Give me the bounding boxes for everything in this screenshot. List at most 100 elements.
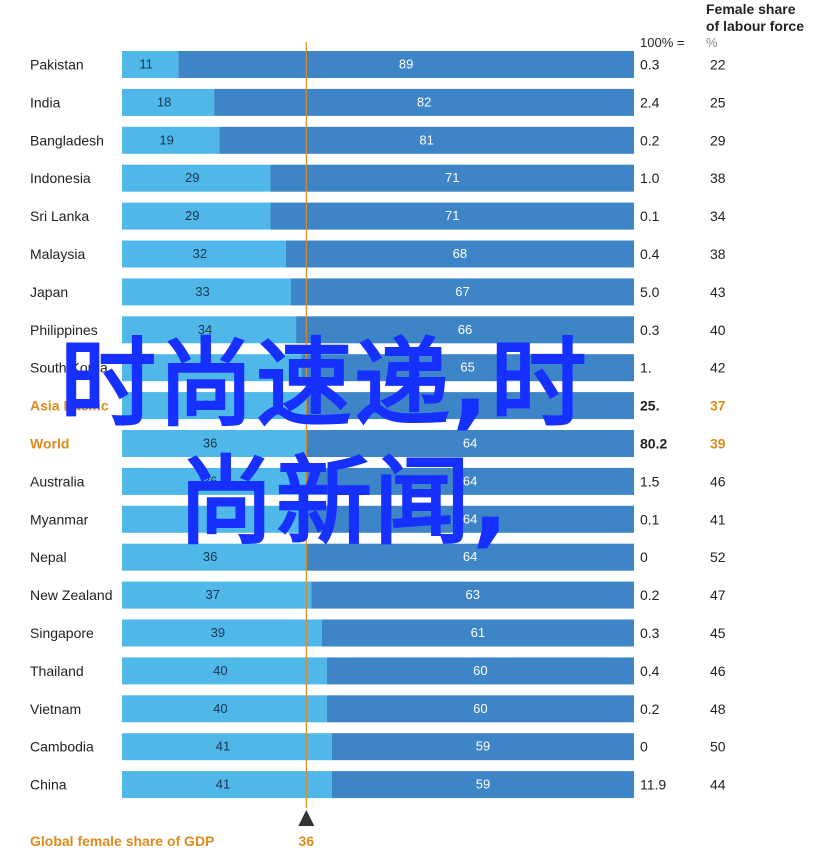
bar-value-label-series1: 41 bbox=[216, 777, 230, 792]
bar-segment-series2 bbox=[296, 316, 634, 344]
bar-value-label-series2: 64 bbox=[463, 473, 477, 488]
bar-value-label-series1: 32 bbox=[193, 246, 207, 261]
total-value: 1.0 bbox=[640, 170, 660, 186]
bar-segment-series1 bbox=[122, 278, 291, 306]
category-label: Indonesia bbox=[30, 170, 91, 186]
bar-segment-series1 bbox=[122, 164, 271, 192]
female-share-value: 46 bbox=[710, 663, 726, 679]
category-label: World bbox=[30, 436, 69, 452]
bar-segment-series2 bbox=[270, 202, 634, 230]
bar-segment-series1 bbox=[122, 695, 327, 723]
female-share-value: 29 bbox=[710, 132, 726, 148]
bar-segment-series2 bbox=[290, 278, 634, 306]
total-value: 11.9 bbox=[640, 777, 666, 793]
total-value: 0.3 bbox=[640, 625, 660, 641]
bar-value-label-series1: 41 bbox=[216, 739, 230, 754]
total-value: 0.2 bbox=[640, 132, 660, 148]
bar-value-label-series2: 59 bbox=[476, 777, 490, 792]
female-share-value: 25 bbox=[710, 94, 726, 110]
bar-segment-series1 bbox=[122, 240, 286, 268]
category-label: Asia Pacific bbox=[30, 398, 109, 414]
bar-segment-series1 bbox=[122, 505, 307, 533]
watermark-line1: 时尚速递,时 bbox=[60, 328, 589, 440]
female-share-value: 47 bbox=[710, 587, 726, 603]
total-value: 0 bbox=[640, 549, 648, 565]
bar-value-label-series2: 60 bbox=[473, 701, 487, 716]
category-label: Malaysia bbox=[30, 246, 85, 262]
total-value: 0.4 bbox=[640, 246, 660, 262]
bar-segment-series1 bbox=[122, 88, 215, 116]
category-label: New Zealand bbox=[30, 587, 113, 603]
total-value: 0.1 bbox=[640, 511, 660, 527]
bar-value-label-series2: 66 bbox=[458, 322, 472, 337]
female-share-unit: % bbox=[706, 35, 718, 50]
bar-value-label-series2: 71 bbox=[445, 208, 459, 223]
category-label: Nepal bbox=[30, 549, 67, 565]
female-share-value: 40 bbox=[710, 322, 726, 338]
total-value: 0.1 bbox=[640, 208, 660, 224]
reference-line-value: 36 bbox=[299, 833, 315, 849]
category-label: Bangladesh bbox=[30, 132, 104, 148]
bar-value-label-series2: 82 bbox=[417, 94, 431, 109]
bar-segment-series2 bbox=[301, 354, 634, 382]
bar-value-label-series2: 64 bbox=[463, 549, 477, 564]
female-share-value: 42 bbox=[710, 360, 726, 376]
bar-segment-series1 bbox=[122, 126, 220, 154]
bar-value-label-series2: 6 bbox=[467, 398, 474, 413]
bar-segment-series2 bbox=[331, 771, 634, 799]
bar-segment-series1 bbox=[122, 543, 307, 571]
bar-segment-series1 bbox=[122, 51, 179, 78]
bar-segment-series1 bbox=[122, 392, 307, 420]
female-share-value: 43 bbox=[710, 284, 726, 300]
bar-value-label-series1: 37 bbox=[205, 587, 219, 602]
category-label: Myanmar bbox=[30, 511, 89, 527]
bar-value-label-series1: 40 bbox=[213, 701, 227, 716]
female-share-value: 45 bbox=[710, 625, 726, 641]
category-label: China bbox=[30, 777, 67, 793]
female-share-value: 39 bbox=[710, 436, 726, 452]
bar-value-label-series1: 3 bbox=[207, 511, 214, 526]
bar-segment-series1 bbox=[122, 771, 332, 799]
bar-segment-series1 bbox=[122, 581, 312, 609]
bar-segment-series1 bbox=[122, 657, 327, 685]
bar-value-label-series1: 33 bbox=[195, 284, 209, 299]
bar-value-label-series1: 29 bbox=[185, 170, 199, 185]
bar-value-label-series1: 36 bbox=[203, 473, 217, 488]
category-label: Sri Lanka bbox=[30, 208, 89, 224]
bar-value-label-series2: 71 bbox=[445, 170, 459, 185]
total-value: 2.4 bbox=[640, 94, 660, 110]
female-share-header-line1: Female share bbox=[706, 1, 796, 17]
category-label: Philippines bbox=[30, 322, 98, 338]
bar-value-label-series1: 36 bbox=[203, 436, 217, 451]
watermark-overlay: 时尚速递,时 尚新闻, bbox=[60, 325, 700, 561]
bar-value-label-series1: 18 bbox=[157, 94, 171, 109]
bar-segment-series2 bbox=[321, 619, 634, 647]
bar-segment-series2 bbox=[270, 164, 634, 192]
total-value: 80.2 bbox=[640, 436, 667, 452]
category-label: Australia bbox=[30, 473, 85, 489]
bar-value-label-series2: 63 bbox=[465, 587, 479, 602]
bar-value-label-series2: 65 bbox=[460, 360, 474, 375]
total-value: 0.2 bbox=[640, 701, 660, 717]
female-share-value: 22 bbox=[710, 57, 726, 73]
female-share-value: 50 bbox=[710, 739, 726, 755]
bar-segment-series2 bbox=[326, 657, 634, 685]
total-value: 1. bbox=[640, 360, 652, 376]
total-header: 100% = bbox=[640, 35, 684, 50]
category-label: South Korea bbox=[30, 360, 108, 376]
category-label: Cambodia bbox=[30, 739, 94, 755]
bar-value-label-series1: 39 bbox=[211, 625, 225, 640]
bar-segment-series2 bbox=[306, 467, 634, 495]
female-share-header-line2: of labour force bbox=[706, 18, 804, 34]
bar-segment-series2 bbox=[285, 240, 634, 268]
female-share-value: 34 bbox=[710, 208, 726, 224]
female-share-value: 38 bbox=[710, 170, 726, 186]
reference-line-label: Global female share of GDP bbox=[30, 833, 214, 849]
bar-value-label-series2: 60 bbox=[473, 663, 487, 678]
bar-value-label-series1: 36 bbox=[203, 398, 217, 413]
female-share-value: 48 bbox=[710, 701, 726, 717]
total-value: 1.5 bbox=[640, 473, 660, 489]
bar-segment-series2 bbox=[326, 695, 634, 723]
bar-value-label-series1: 36 bbox=[203, 549, 217, 564]
